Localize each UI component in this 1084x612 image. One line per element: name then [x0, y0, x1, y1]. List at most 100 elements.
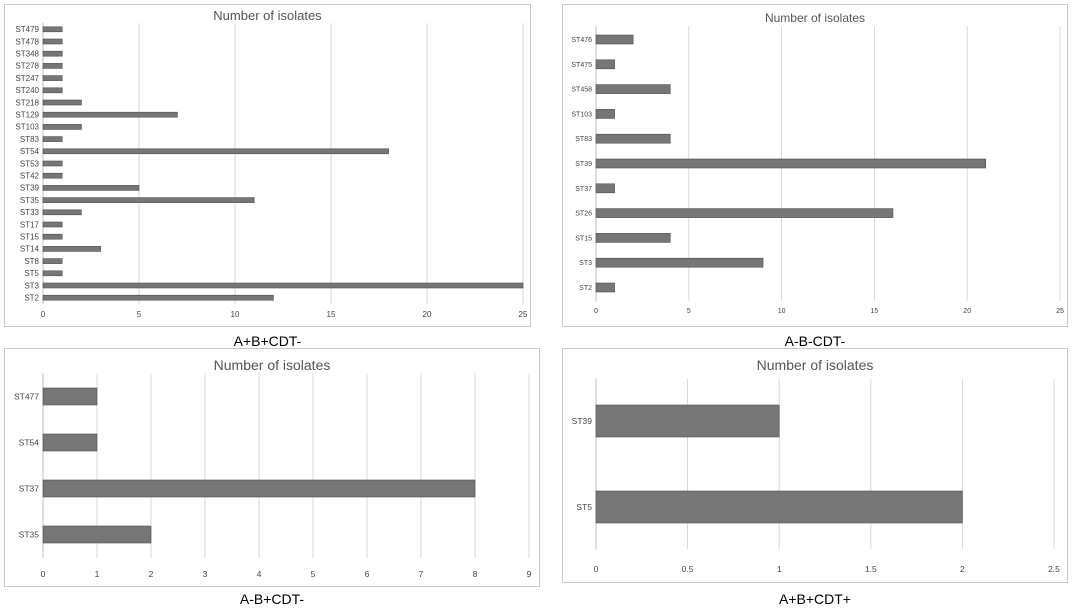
bar [595, 59, 615, 70]
category-label: ST103 [571, 111, 592, 118]
bar [595, 208, 894, 218]
category-label: ST479 [15, 25, 39, 34]
bar [42, 63, 63, 69]
bar [42, 50, 63, 57]
x-tick-label: 7 [419, 569, 424, 579]
category-label: ST15 [20, 233, 40, 242]
category-label: ST14 [20, 245, 40, 254]
bar [42, 124, 82, 130]
x-tick-label: 6 [365, 569, 370, 579]
chart-caption: A+B+CDT- [233, 333, 302, 349]
category-label: ST475 [571, 62, 592, 69]
x-tick-label: 8 [473, 569, 478, 579]
bar [42, 479, 476, 498]
x-tick-label: 3 [203, 569, 208, 579]
bar [595, 257, 764, 268]
bar-chart-plot: 0 5 10 15 20 25 ST476 ST475 ST458 ST103 ST83 ST39 ST… [571, 26, 1064, 315]
x-tick-label: 2.5 [1048, 564, 1060, 574]
bar [42, 87, 63, 94]
category-label: ST129 [15, 111, 39, 120]
chart-panel-a-pos-b-pos-cdt-pos: Number of isolates 0 0.5 1 1.5 2 2.5 ST39 ST5 [562, 348, 1068, 583]
x-tick-label: 0 [41, 569, 46, 579]
bar [595, 404, 780, 438]
category-label: ST5 [576, 502, 592, 512]
chart-panel-a-pos-b-pos-cdt-neg: Number of isolates 0 5 10 15 20 25 ST479 ST478 S… [4, 4, 531, 327]
bar [42, 172, 63, 179]
category-label: ST2 [579, 285, 592, 292]
bar [42, 197, 255, 203]
category-label: ST476 [571, 37, 592, 44]
chart-panel-a-neg-b-pos-cdt-neg: Number of isolates 0 1 2 3 4 5 6 7 8 9 ST477 ST54 ST… [4, 348, 540, 587]
x-tick-label: 9 [527, 569, 532, 579]
bar [595, 34, 634, 45]
bar [42, 270, 63, 277]
chart-panel-a-neg-b-neg-cdt-neg: Number of isolates 0 5 10 15 20 25 ST476 ST475 S… [562, 4, 1068, 327]
x-tick-label: 0 [594, 308, 598, 315]
chart-title: Number of isolates [213, 357, 331, 373]
bar [42, 75, 63, 81]
bar [42, 136, 63, 142]
category-label: ST37 [575, 186, 592, 193]
x-tick-label: 25 [1056, 308, 1064, 315]
bar [42, 111, 178, 118]
bar [42, 26, 63, 33]
bar-chart-plot: 0 1 2 3 4 5 6 7 8 9 ST477 ST54 ST37 ST35 [14, 373, 532, 579]
category-label: ST42 [20, 172, 40, 181]
chart-title: Number of isolates [756, 357, 874, 373]
chart-title: Number of isolates [764, 11, 866, 25]
x-tick-label: 2 [149, 569, 154, 579]
category-label: ST35 [20, 196, 40, 205]
category-label: ST478 [15, 37, 39, 46]
bar-chart-plot: 0 0.5 1 1.5 2 2.5 ST39 ST5 [572, 379, 1060, 574]
bar [42, 148, 389, 155]
category-label: ST247 [15, 74, 39, 83]
bar [595, 233, 671, 243]
category-label: ST33 [20, 208, 40, 217]
category-label: ST53 [20, 159, 40, 168]
x-tick-label: 4 [257, 569, 262, 579]
bar [595, 490, 963, 524]
x-tick-label: 0.5 [682, 564, 694, 574]
category-label: ST103 [15, 123, 39, 132]
category-label: ST3 [579, 260, 592, 267]
category-label: ST458 [571, 87, 592, 94]
category-label: ST348 [15, 50, 39, 59]
category-label: ST17 [20, 220, 40, 229]
category-label: ST83 [20, 135, 40, 144]
category-label: ST35 [19, 529, 40, 539]
x-tick-label: 20 [963, 308, 971, 315]
x-tick-label: 1 [95, 569, 100, 579]
bar [42, 209, 82, 216]
category-label: ST39 [20, 184, 40, 193]
x-tick-label: 5 [137, 310, 142, 319]
x-tick-label: 10 [778, 308, 786, 315]
bar [595, 183, 615, 194]
bar-chart-plot: 0 5 10 15 20 25 ST479 ST478 ST348 ST278 ST247 ST240… [15, 23, 528, 319]
chart-title: Number of isolates [213, 8, 322, 23]
category-label: ST240 [15, 86, 39, 95]
category-label: ST218 [15, 98, 39, 107]
category-label: ST15 [575, 235, 592, 242]
chart-caption: A-B+CDT- [239, 591, 305, 607]
bar [42, 387, 98, 406]
bar [42, 525, 152, 544]
x-tick-label: 0 [594, 564, 599, 574]
x-tick-label: 0 [41, 310, 46, 319]
bar [42, 38, 63, 45]
category-label: ST39 [572, 416, 593, 426]
bar [42, 185, 140, 191]
bar [42, 282, 524, 289]
x-tick-label: 2 [960, 564, 965, 574]
category-label: ST54 [20, 147, 40, 156]
x-tick-label: 25 [519, 310, 528, 319]
bar [42, 99, 82, 106]
category-label: ST39 [575, 161, 592, 168]
category-label: ST37 [19, 483, 40, 493]
bar [42, 246, 101, 252]
category-label: ST278 [15, 62, 39, 71]
category-label: ST5 [24, 269, 39, 278]
x-tick-label: 15 [327, 310, 336, 319]
x-tick-label: 5 [687, 308, 691, 315]
category-label: ST83 [575, 136, 592, 143]
chart-caption: A-B-CDT- [784, 333, 846, 349]
